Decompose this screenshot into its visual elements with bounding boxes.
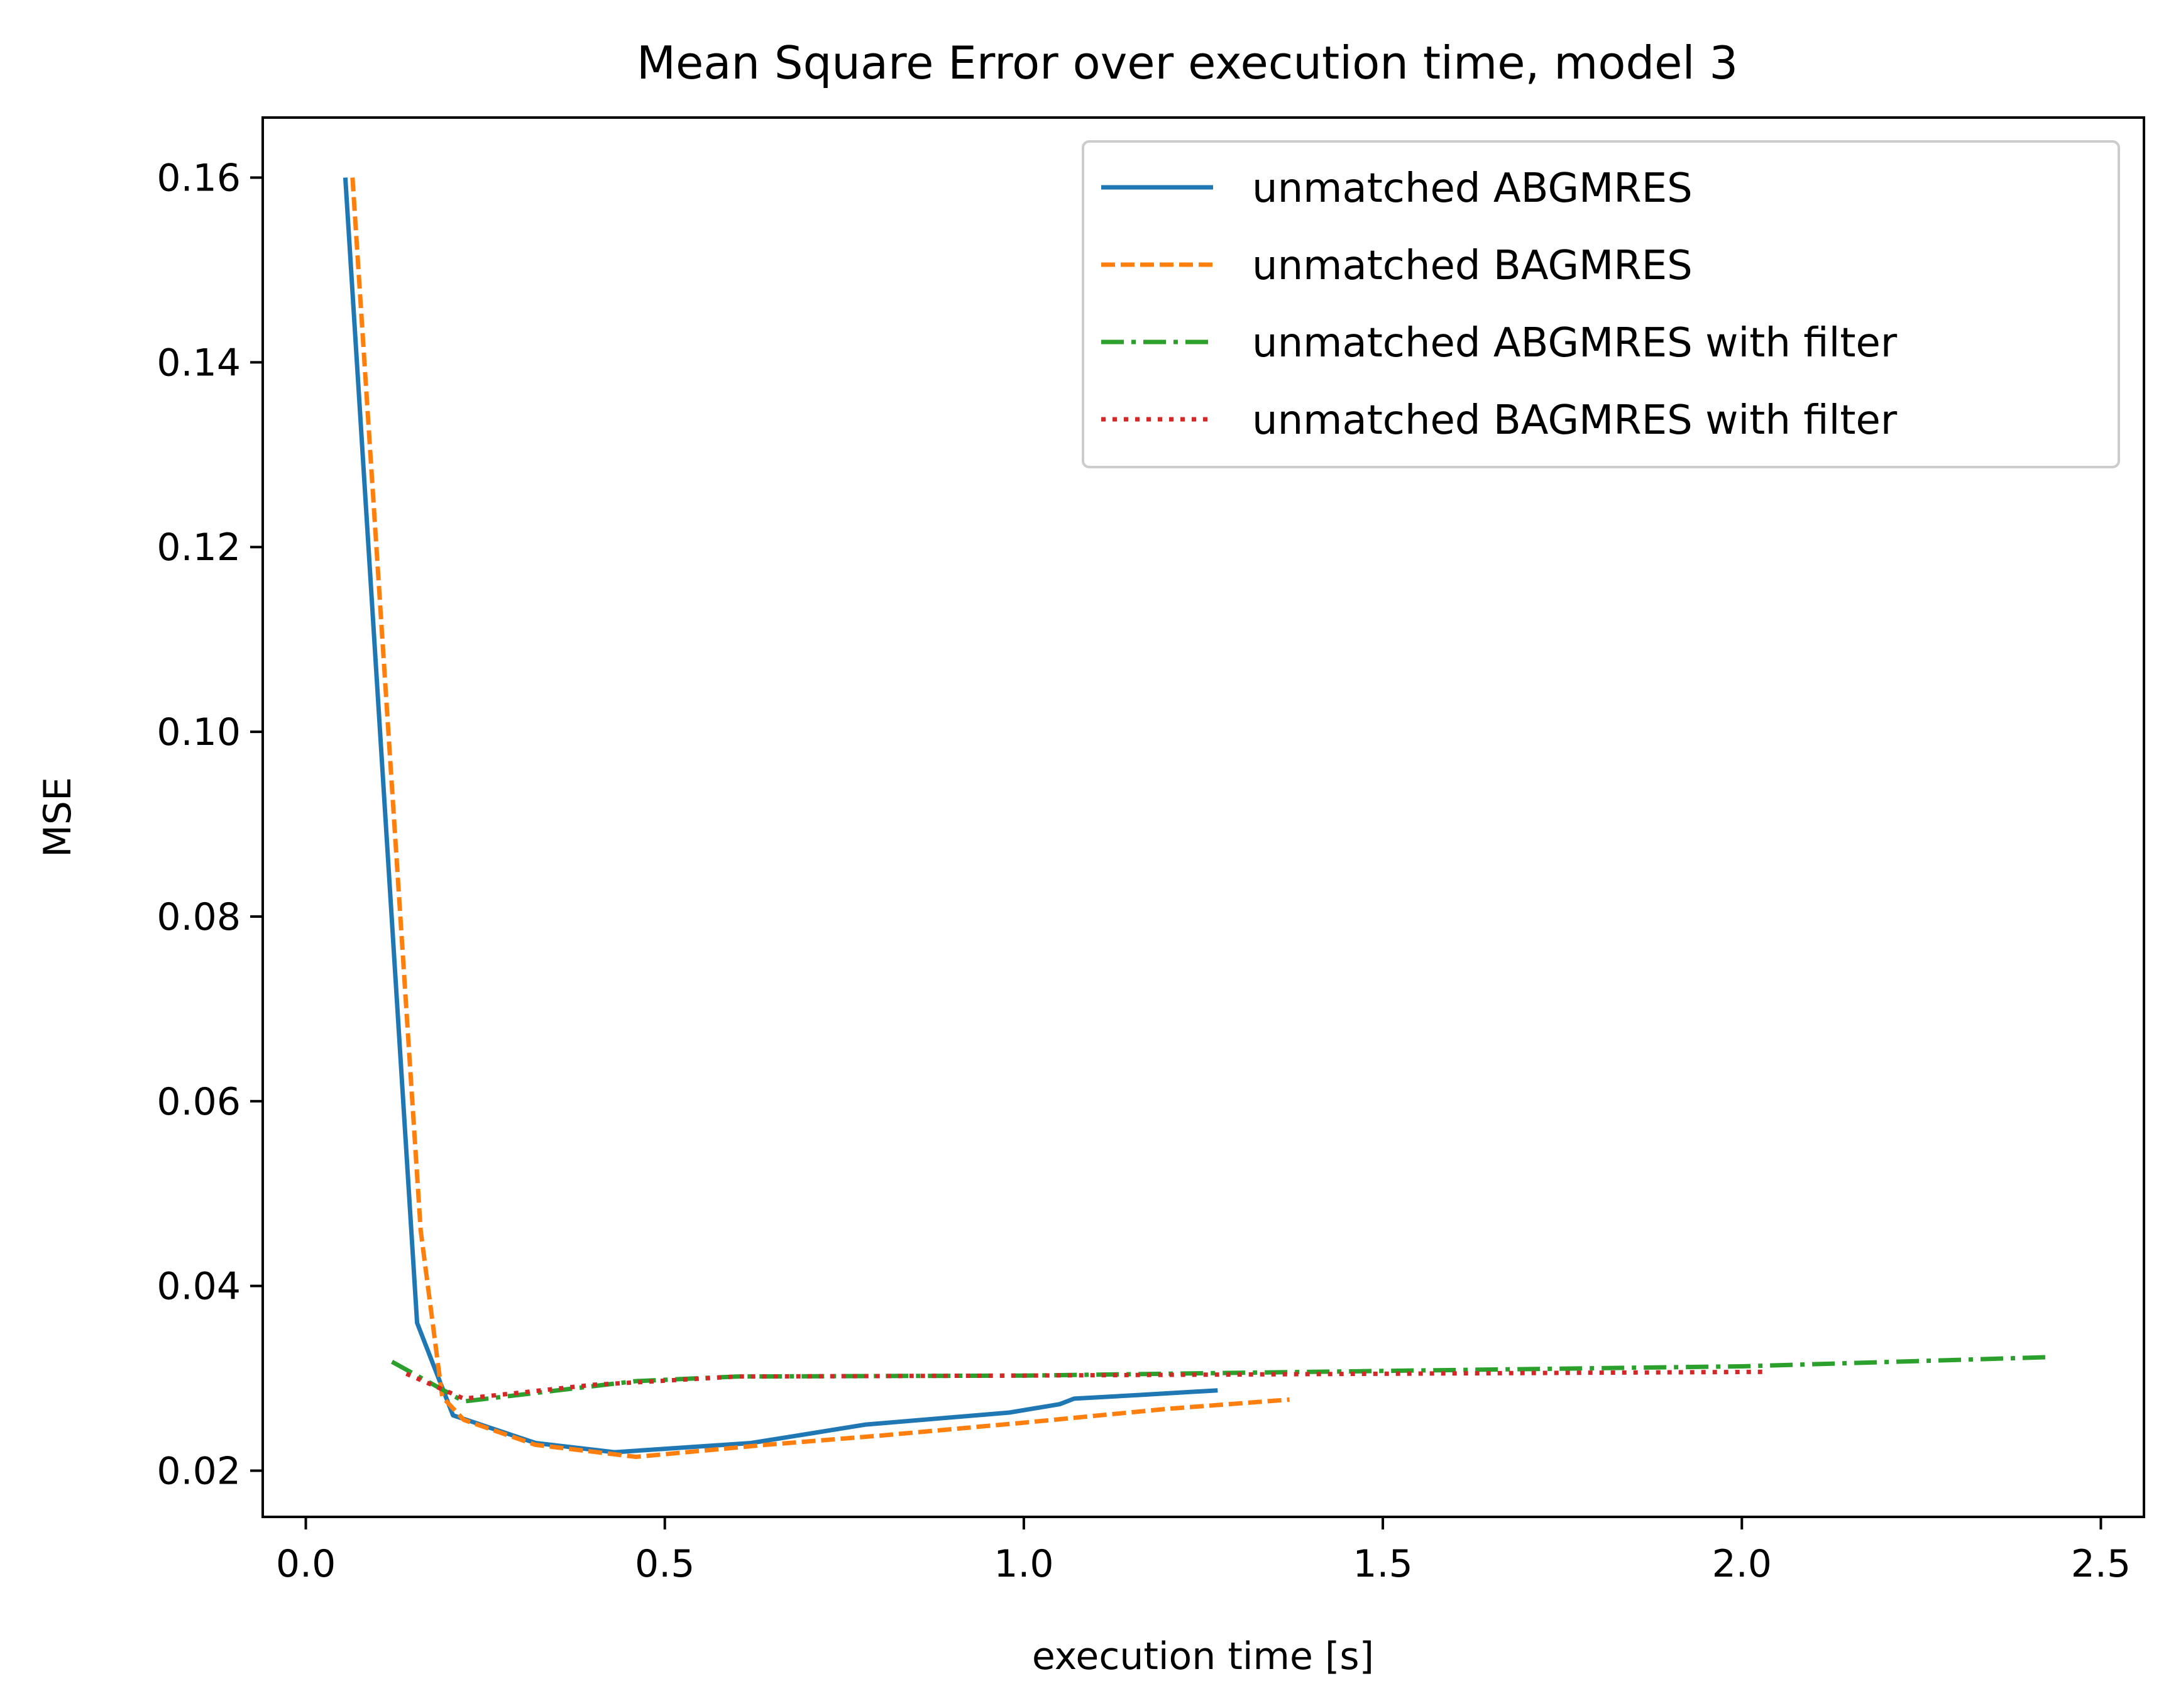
y-tick-label: 0.14 <box>157 341 241 385</box>
series-line-2 <box>350 177 1290 1459</box>
y-tick-label: 0.06 <box>157 1080 241 1124</box>
y-tick-label: 0.08 <box>157 895 241 939</box>
x-tick-label: 0.0 <box>276 1542 336 1586</box>
x-tick-label: 2.5 <box>2071 1542 2131 1586</box>
legend-label: unmatched BAGMRES with filter <box>1252 397 1898 444</box>
plot-area-frame <box>261 116 2145 1518</box>
x-axis-label: execution time [s] <box>1032 1634 1374 1678</box>
legend-label: unmatched ABGMRES with filter <box>1252 320 1898 366</box>
x-tick-label: 1.0 <box>994 1542 1053 1586</box>
series-line-3 <box>390 1355 2051 1404</box>
x-tick-label: 2.0 <box>1712 1542 1772 1586</box>
legend-label: unmatched BAGMRES <box>1252 243 1693 289</box>
series-lines <box>343 177 2051 1459</box>
y-tick-label: 0.02 <box>157 1450 241 1494</box>
y-tick-label: 0.12 <box>157 526 241 570</box>
x-tick-label: 1.5 <box>1353 1542 1412 1586</box>
legend-label: unmatched ABGMRES <box>1252 165 1693 212</box>
axis-ticks: 0.0 0.5 1.0 1.5 2.0 2.5 0.02 0.04 0.06 0.08 0.10 0.… <box>157 157 2131 1586</box>
y-tick-label: 0.10 <box>157 710 241 754</box>
legend: unmatched ABGMRES unmatched BAGMRES unmatc… <box>1082 140 2120 468</box>
y-axis-label: MSE <box>36 777 80 857</box>
y-tick-label: 0.04 <box>157 1265 241 1309</box>
y-tick-label: 0.16 <box>157 157 241 201</box>
legend-box <box>1082 140 2120 468</box>
chart-title: Mean Square Error over execution time, m… <box>637 36 1738 89</box>
x-tick-label: 0.5 <box>635 1542 695 1586</box>
